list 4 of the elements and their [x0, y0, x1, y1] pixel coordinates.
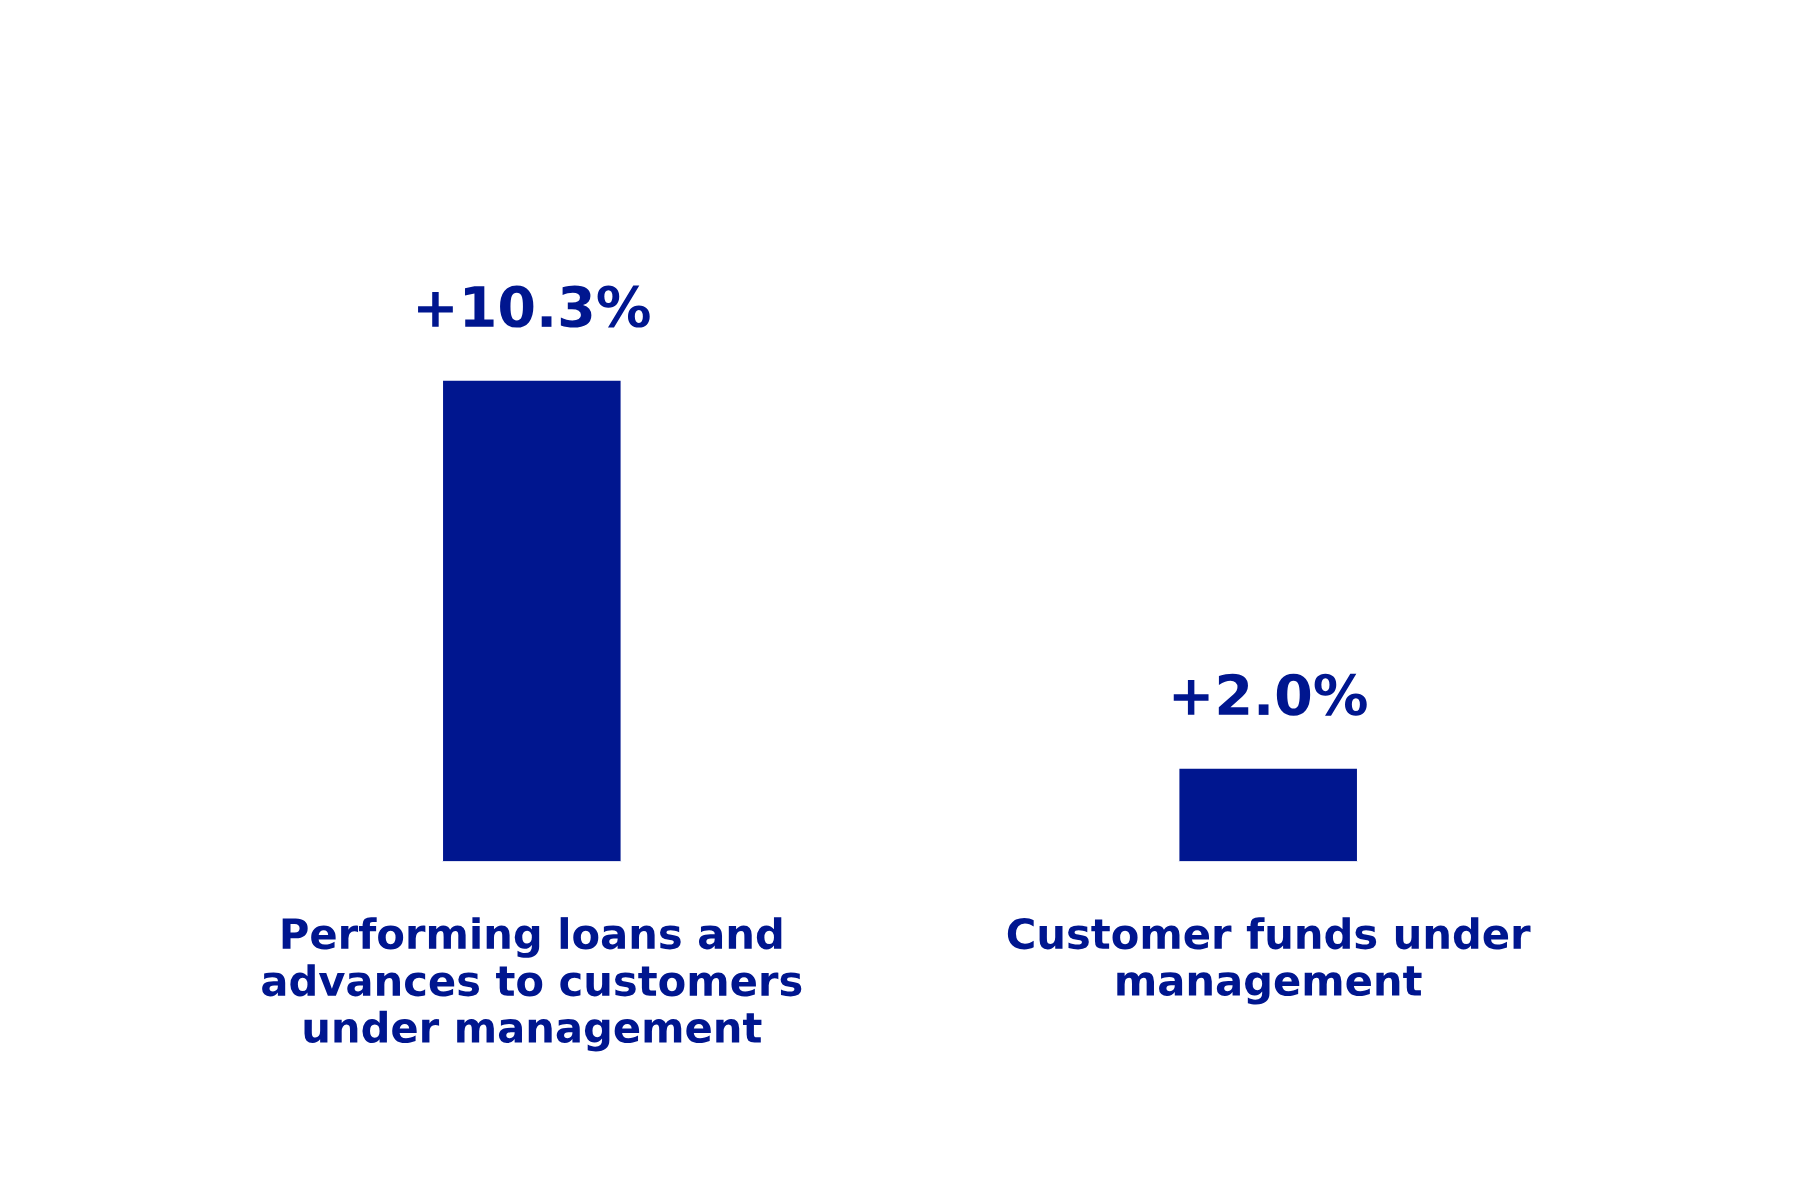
data-label: +10.3%	[418, 285, 650, 328]
x-tick-label: Performing loans and advances to customers under management	[262, 917, 802, 1052]
x-tick-label: Customer funds under management	[1007, 917, 1531, 1005]
data-label: +2.0%	[1173, 673, 1367, 716]
